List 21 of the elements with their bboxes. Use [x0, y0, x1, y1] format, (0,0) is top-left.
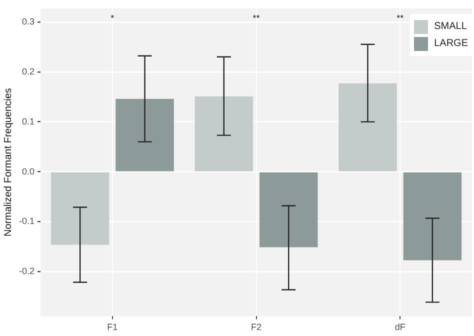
legend-label: LARGE [434, 38, 468, 50]
annotation: ** [396, 12, 404, 23]
y-tick-label: 0.0 [22, 166, 35, 176]
annotation: * [110, 12, 115, 23]
y-tick-label: -0.2 [18, 266, 35, 276]
bar [50, 172, 110, 245]
bar [259, 172, 318, 248]
x-tick-label: F2 [250, 322, 262, 332]
y-tick-label: -0.1 [18, 216, 35, 226]
annotation: ** [252, 12, 260, 23]
bar [116, 98, 174, 172]
y-axis-title: Normalized Formant Frequencies [2, 88, 14, 236]
y-tick-label: 0.1 [22, 116, 35, 126]
y-tick-label: 0.2 [22, 66, 35, 76]
legend-label: SMALL [434, 21, 467, 32]
bar [194, 96, 254, 172]
x-tick-label: F1 [107, 322, 118, 332]
y-tick-label: 0.3 [22, 16, 35, 26]
x-tick-label: dF [394, 322, 406, 332]
bar [338, 83, 397, 172]
bar [403, 172, 462, 260]
